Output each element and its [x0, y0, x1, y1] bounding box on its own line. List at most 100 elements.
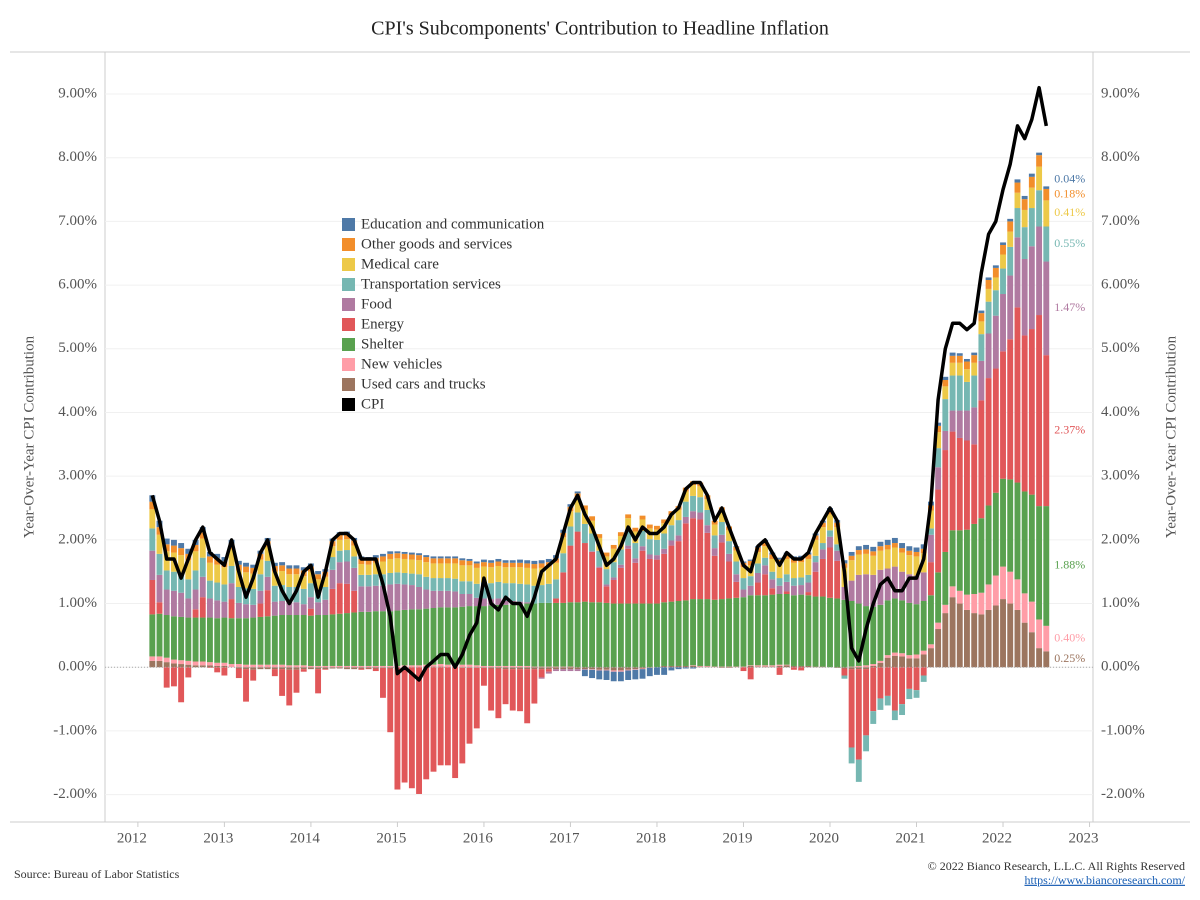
bar-segment	[509, 667, 516, 670]
bar-segment	[617, 603, 624, 668]
bar-segment	[185, 664, 192, 668]
bar-segment	[221, 662, 228, 666]
bar-segment	[1028, 173, 1035, 177]
bar-segment	[286, 568, 293, 575]
bar-segment	[531, 568, 538, 586]
y-tick-label: 1.00%	[58, 595, 97, 611]
bar-segment	[408, 573, 415, 586]
bar-segment	[956, 437, 963, 531]
bar-segment	[920, 675, 927, 682]
bar-segment	[654, 667, 660, 675]
bar-segment	[863, 667, 870, 670]
bar-segment	[690, 495, 696, 512]
bar-segment	[235, 570, 242, 587]
x-tick-label: 2023	[1069, 830, 1099, 846]
bar-segment	[408, 665, 415, 668]
bar-segment	[877, 550, 884, 570]
bar-segment	[488, 665, 495, 668]
bar-segment	[1000, 254, 1006, 269]
bar-segment	[956, 603, 963, 668]
bar-segment	[307, 615, 314, 666]
bar-segment	[754, 572, 761, 583]
bar-segment	[171, 663, 177, 668]
bar-segment	[1000, 599, 1006, 668]
bar-segment	[762, 541, 769, 547]
bar-segment	[358, 611, 365, 666]
bar-segment	[711, 599, 718, 667]
bar-segment	[502, 667, 509, 670]
bar-segment	[286, 602, 293, 616]
bar-segment	[517, 665, 523, 668]
bar-segment	[964, 529, 970, 595]
bar-segment	[855, 554, 862, 575]
bar-segment	[581, 669, 588, 677]
bar-segment	[726, 530, 732, 542]
bar-segment	[935, 448, 942, 468]
bar-segment	[149, 501, 156, 510]
bar-segment	[906, 546, 913, 551]
bar-segment	[329, 546, 336, 558]
bar-segment	[372, 555, 379, 558]
bar-segment	[985, 277, 992, 281]
end-label: 0.25%	[1054, 651, 1085, 665]
bar-segment	[315, 602, 322, 616]
bar-segment	[740, 589, 747, 598]
bar-segment	[401, 609, 408, 666]
bar-segment	[315, 667, 322, 670]
bar-segment	[307, 667, 314, 670]
bar-segment	[524, 665, 531, 668]
bar-segment	[884, 549, 891, 569]
bar-segment	[394, 558, 401, 573]
source: Source: Bureau of Labor Statistics	[14, 867, 180, 881]
bar-segment	[1014, 208, 1021, 238]
bar-segment	[293, 667, 300, 670]
bar-segment	[617, 532, 624, 537]
bar-segment	[718, 542, 725, 600]
bar-segment	[754, 665, 761, 667]
bar-segment	[899, 704, 906, 716]
bar-segment	[964, 381, 970, 411]
bar-segment	[639, 668, 646, 670]
bar-segment	[351, 556, 358, 568]
bar-segment	[214, 553, 221, 559]
bar-segment	[675, 665, 682, 668]
bar-segment	[387, 553, 394, 559]
bar-segment	[964, 361, 970, 370]
bar-segment	[848, 666, 855, 668]
bar-segment	[372, 668, 379, 672]
bar-segment	[1043, 261, 1050, 356]
bar-segment	[1028, 187, 1035, 209]
bar-segment	[466, 558, 473, 561]
bar-segment	[466, 565, 473, 582]
bar-segment	[639, 515, 646, 520]
url-link[interactable]: https://www.biancoresearch.com/	[1024, 873, 1185, 887]
bar-segment	[545, 669, 552, 672]
bar-segment	[985, 505, 992, 585]
bar-segment	[437, 666, 444, 668]
bar-segment	[1043, 355, 1050, 507]
bar-segment	[358, 558, 365, 565]
bar-segment	[632, 543, 639, 559]
legend-label: Education and communication	[361, 216, 545, 232]
bar-segment	[899, 667, 906, 705]
bar-segment	[899, 543, 906, 549]
bar-segment	[855, 665, 862, 668]
bar-segment	[581, 669, 588, 670]
bar-segment	[574, 669, 581, 672]
bar-segment	[243, 562, 249, 567]
bar-segment	[1000, 294, 1006, 352]
bar-segment	[985, 288, 992, 302]
bar-segment	[754, 666, 761, 668]
bar-segment	[834, 544, 841, 551]
bar-segment	[661, 533, 668, 549]
bar-segment	[488, 668, 495, 711]
end-label: 0.41%	[1054, 205, 1085, 219]
bar-segment	[423, 589, 430, 609]
bar-segment	[387, 551, 394, 554]
bar-segment	[264, 576, 271, 591]
bar-segment	[978, 321, 985, 335]
bar-segment	[300, 567, 307, 571]
y2-tick-label: -2.00%	[1101, 786, 1145, 802]
